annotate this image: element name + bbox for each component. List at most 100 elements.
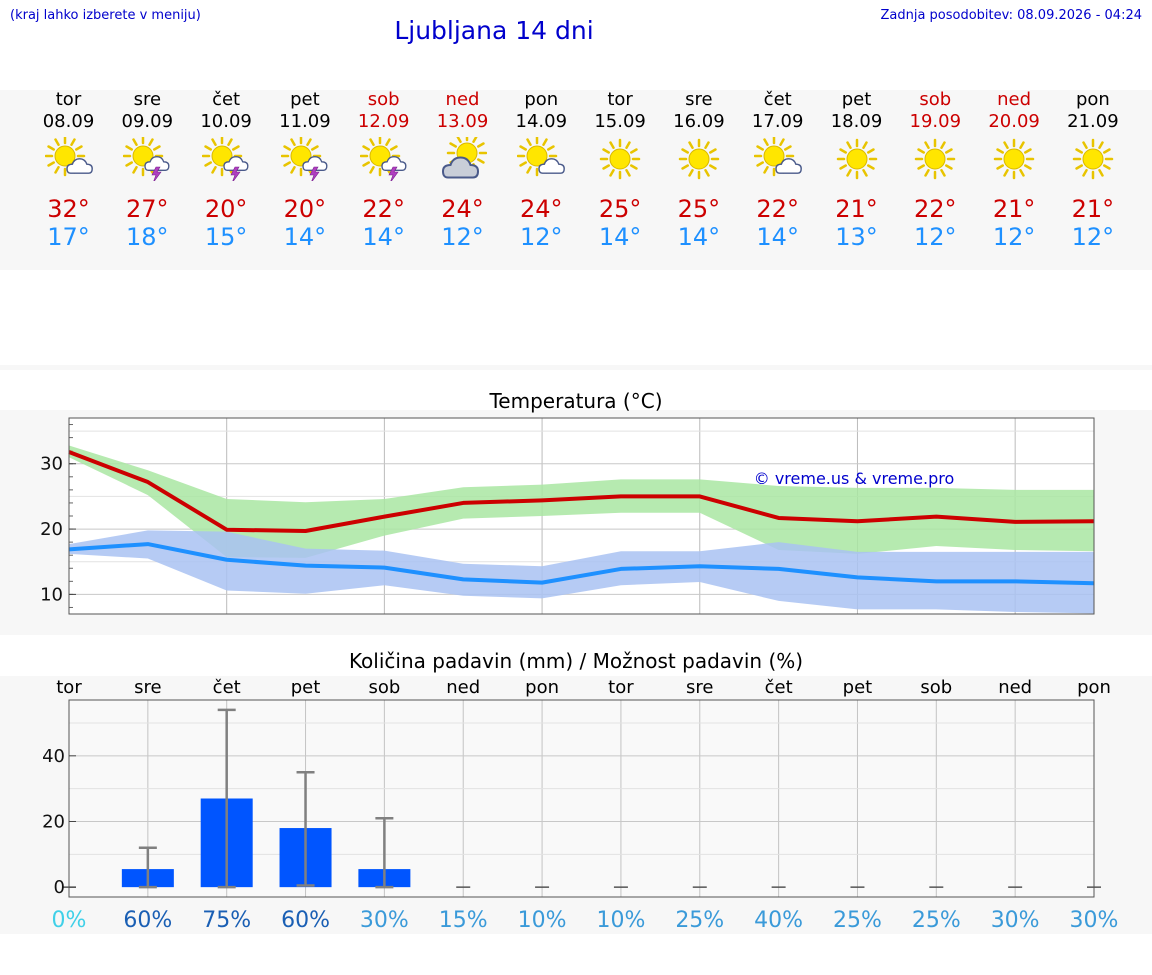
precipitation-probability: 30%: [1070, 908, 1119, 933]
min-temperature: 14°: [677, 223, 721, 251]
sun-disc: [763, 145, 785, 167]
precipitation-probability: 60%: [123, 908, 172, 933]
min-temperature: 13°: [835, 223, 878, 251]
max-temperature: 22°: [756, 195, 799, 223]
max-temperature: 20°: [283, 195, 327, 223]
min-temperature-range: [69, 530, 1094, 614]
day-name: ned: [997, 89, 1032, 110]
cloud-shape: [65, 158, 93, 174]
sun-icon: [915, 138, 956, 180]
day-column: ned 13.09 24° 12°: [423, 89, 502, 251]
sun-rays: [993, 138, 1035, 180]
cloud-shape: [441, 156, 479, 179]
precipitation-chart: tor sre čet pet sob ned pon tor sre čet pet sob ned p…: [42, 677, 1119, 933]
day-column: pet 11.09 20° 14°: [265, 89, 344, 251]
day-name: tor: [607, 89, 633, 110]
min-temperature: 15°: [204, 223, 248, 251]
sun-disc: [211, 145, 233, 167]
min-temperature: 14°: [598, 223, 642, 251]
cloud-shape: [223, 156, 249, 171]
min-temperature: 18°: [126, 223, 169, 251]
precipitation-probability: 60%: [281, 908, 330, 933]
day-label: sob: [368, 677, 400, 698]
day-label: sre: [134, 677, 161, 698]
day-name: sre: [133, 89, 162, 110]
precipitation-probability: 30%: [991, 908, 1040, 933]
max-temperature: 27°: [126, 195, 169, 223]
sun-disc: [688, 148, 710, 170]
min-temperature: 12°: [992, 223, 1036, 251]
y-tick-label: 40: [42, 746, 65, 767]
day-label: čet: [765, 677, 793, 698]
day-name: sob: [919, 89, 952, 110]
day-label: pet: [843, 677, 873, 698]
lightning-bolt: [388, 166, 399, 181]
day-label: tor: [608, 677, 634, 698]
precipitation-probability: 0%: [52, 908, 87, 933]
min-temperature: 12°: [1071, 223, 1115, 251]
divider: [0, 365, 1152, 370]
max-temperature: 32°: [47, 195, 90, 223]
location-hint: (kraj lahko izberete v meniju): [10, 8, 201, 23]
day-label: ned: [446, 677, 480, 698]
day-name: ned: [445, 89, 480, 110]
y-tick-label: 20: [42, 811, 65, 832]
day-column: čet 10.09 20° 15°: [187, 89, 266, 251]
sun-rays: [1072, 138, 1114, 180]
cloud-shape: [302, 156, 328, 171]
y-tick-label: 0: [54, 877, 65, 898]
day-date: 12.09: [357, 111, 410, 132]
day-date: 15.09: [594, 111, 646, 132]
sun-disc: [1003, 148, 1025, 170]
min-temperature: 14°: [362, 223, 405, 251]
day-label: pon: [525, 677, 559, 698]
day-column: sre 09.09 27° 18°: [108, 89, 187, 251]
day-label: pet: [291, 677, 321, 698]
day-name: pon: [1075, 89, 1110, 110]
sun-cloud-icon: [753, 137, 802, 177]
day-name: čet: [212, 89, 241, 110]
max-temperature: 25°: [598, 195, 642, 223]
max-temperature-range: [69, 445, 1094, 558]
precipitation-probability: 25%: [675, 908, 724, 933]
sun-disc: [1082, 148, 1104, 170]
day-date: 10.09: [200, 111, 252, 132]
day-column: tor 08.09 32° 17°: [29, 89, 108, 251]
sun-storm-icon: [123, 137, 170, 181]
y-tick-label: 30: [40, 454, 63, 475]
sun-disc: [846, 148, 867, 170]
max-temperature: 24°: [520, 195, 563, 223]
day-name: sob: [367, 89, 400, 110]
lightning-bolt: [309, 166, 320, 181]
min-temperature: 12°: [441, 223, 484, 251]
day-date: 19.09: [909, 111, 962, 132]
cloud-shape: [538, 158, 566, 174]
precipitation-probability: 25%: [833, 908, 882, 933]
temperature-chart-title: Temperatura (°C): [489, 389, 663, 413]
cloud-shape: [774, 158, 802, 174]
sun-disc: [290, 145, 312, 167]
max-temperature: 21°: [835, 195, 878, 223]
day-name: pon: [524, 89, 559, 110]
day-label: pon: [1077, 677, 1111, 698]
sun-cloud-icon: [517, 137, 566, 177]
max-temperature: 20°: [204, 195, 248, 223]
min-temperature: 14°: [283, 223, 327, 251]
sun-icon: [599, 138, 641, 180]
max-temperature: 25°: [677, 195, 721, 223]
sun-rays: [915, 138, 956, 180]
y-tick-label: 10: [40, 584, 63, 605]
max-temperature: 22°: [914, 195, 957, 223]
day-date: 13.09: [436, 111, 489, 132]
day-label: čet: [213, 677, 241, 698]
day-column: ned 20.09 21° 12°: [975, 89, 1054, 251]
precipitation-probability: 25%: [912, 908, 961, 933]
sun-disc: [54, 145, 75, 167]
day-label: tor: [56, 677, 82, 698]
sun-disc: [369, 145, 391, 167]
day-column: čet 17.09 22° 14°: [738, 89, 817, 251]
day-column: sob 19.09 22° 12°: [896, 89, 975, 251]
watermark: © vreme.us & vreme.pro: [754, 469, 955, 488]
day-date: 20.09: [988, 111, 1040, 132]
page-title: Ljubljana 14 dni: [394, 16, 594, 45]
